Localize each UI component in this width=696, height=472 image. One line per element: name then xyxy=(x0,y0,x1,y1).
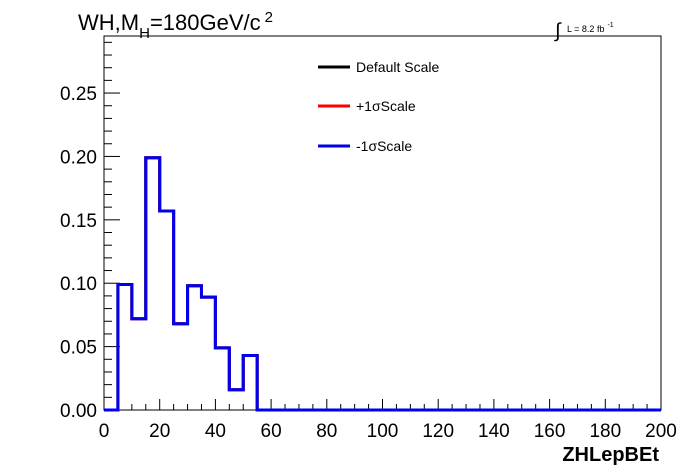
chart-title: WH,MH=180GeV/c 2 xyxy=(78,9,273,42)
title-superscript: 2 xyxy=(265,9,273,26)
x-tick-label: 60 xyxy=(261,421,282,442)
legend-label-minus1sigma: -1σScale xyxy=(356,138,412,154)
legend: Default Scale +1σScale -1σScale xyxy=(318,59,439,154)
y-tick-label: 0.20 xyxy=(60,147,97,168)
x-tick-label: 120 xyxy=(422,421,454,442)
series-layer xyxy=(104,156,661,412)
title-rest: =180GeV/c xyxy=(150,10,261,35)
y-tick-label: 0.05 xyxy=(60,338,97,359)
luminosity-label: L = 8.2 fb -1 xyxy=(567,22,614,34)
y-tick-label: 0.10 xyxy=(60,274,97,295)
legend-label-plus1sigma: +1σScale xyxy=(356,98,416,114)
series-line-plus1sigma xyxy=(104,156,661,412)
x-tick-label: 200 xyxy=(645,421,677,442)
y-tick-label: 0.15 xyxy=(60,211,97,232)
y-tick-label: 0.00 xyxy=(60,401,97,422)
x-tick-label: 180 xyxy=(589,421,621,442)
plot-frame xyxy=(103,35,662,411)
x-tick-label: 100 xyxy=(367,421,399,442)
y-axis: 0.00 0.05 0.10 0.15 0.20 0.25 xyxy=(60,41,120,422)
series-line-default xyxy=(104,156,661,412)
title-main: WH,M xyxy=(78,10,139,35)
x-tick-label: 20 xyxy=(149,421,170,442)
x-tick-label: 40 xyxy=(205,421,226,442)
luminosity-superscript: -1 xyxy=(607,22,613,29)
x-axis: 0 20 40 60 80 100 120 140 160 180 200 xyxy=(99,399,677,442)
x-tick-label: 140 xyxy=(478,421,510,442)
title-subscript: H xyxy=(139,25,150,42)
x-axis-title: ZHLepBEt xyxy=(562,444,659,466)
integral-symbol: ∫ xyxy=(554,20,562,42)
x-tick-label: 80 xyxy=(316,421,337,442)
legend-label-default: Default Scale xyxy=(356,59,439,75)
luminosity-main: L = 8.2 fb xyxy=(567,24,604,34)
x-tick-label: 0 xyxy=(99,421,110,442)
series-line-minus1sigma xyxy=(104,156,661,412)
y-tick-label: 0.25 xyxy=(60,84,97,105)
x-tick-label: 160 xyxy=(534,421,566,442)
